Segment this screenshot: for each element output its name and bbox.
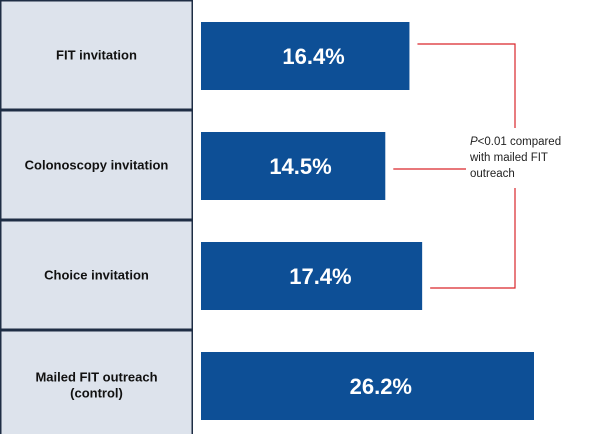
significance-note-line-1: P<0.01 compared: [470, 136, 561, 148]
bar: [201, 352, 534, 420]
significance-note-line-2: with mailed FIT: [469, 152, 548, 164]
p-symbol: P: [470, 136, 478, 148]
category-boxes: FIT invitation Colonoscopy invitation Choi…: [0, 0, 193, 434]
bar-value-label: 17.4%: [289, 264, 351, 289]
category-label: FIT invitation: [56, 48, 137, 63]
category-box: [0, 110, 193, 220]
category-label-line: Colonoscopy invitation: [25, 158, 169, 173]
bar: [201, 132, 386, 200]
category-box: [0, 0, 193, 110]
category-label-line: Mailed FIT outreach: [35, 370, 157, 385]
category-label: Choice invitation: [44, 268, 149, 283]
p-threshold: <0.01 compared: [478, 136, 561, 148]
bars: 16.4% 14.5% 17.4% 26.2%: [201, 22, 534, 420]
category-label-line: Choice invitation: [44, 268, 149, 283]
significance-bracket: [393, 43, 516, 289]
bar-value-label: 26.2%: [350, 374, 412, 399]
category-label: Colonoscopy invitation: [25, 158, 169, 173]
category-label-line: FIT invitation: [56, 48, 137, 63]
bar-value-label: 14.5%: [269, 154, 331, 179]
category-box: [0, 220, 193, 330]
category-label-line: (control): [70, 386, 123, 401]
bar: [201, 242, 423, 310]
significance-note-line-3: outreach: [470, 168, 515, 180]
bar: [201, 22, 410, 90]
bar-value-label: 16.4%: [282, 44, 344, 69]
significance-annotation: P<0.01 compared with mailed FIT outreach: [393, 43, 564, 289]
category-label: Mailed FIT outreach (control): [35, 370, 157, 401]
category-box: [0, 330, 193, 434]
significance-note: P<0.01 compared with mailed FIT outreach: [469, 136, 564, 180]
